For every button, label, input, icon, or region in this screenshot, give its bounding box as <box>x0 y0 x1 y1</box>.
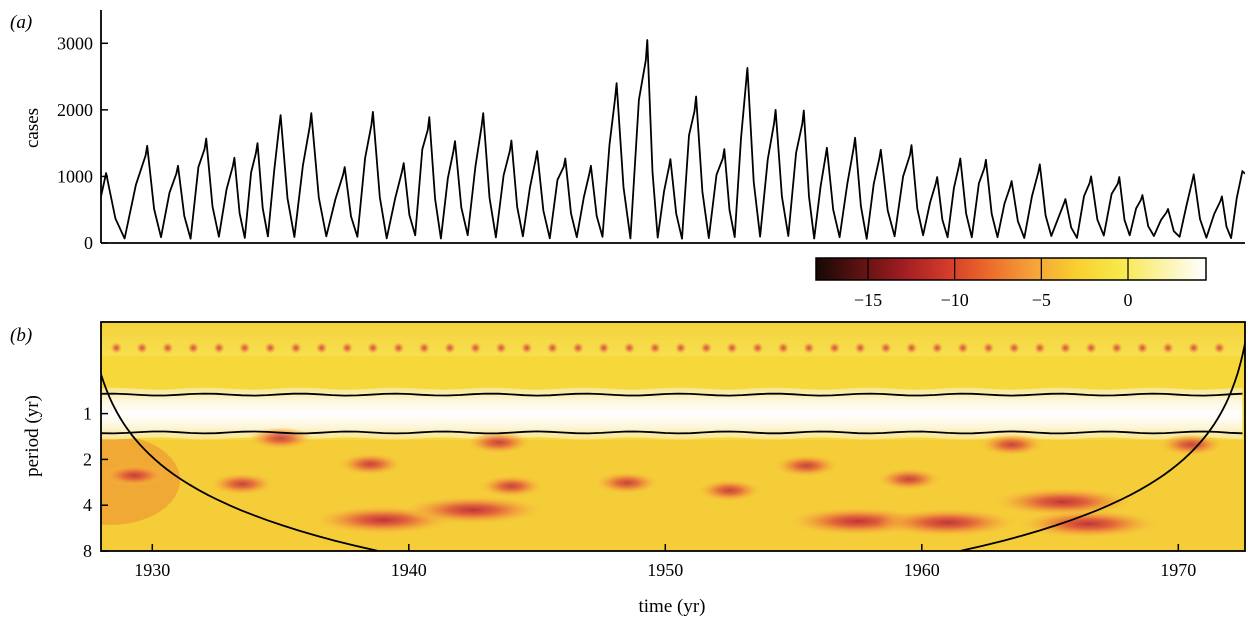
significance-contour-lower <box>101 430 1243 435</box>
panel-b-ytick-label: 1 <box>83 404 92 424</box>
low-power-spot <box>466 431 531 454</box>
low-power-spot <box>594 471 659 494</box>
panel-b-axes: 1 2 4 8 1930 1940 1950 1960 1970 <box>83 404 1196 580</box>
high-frequency-spot <box>777 341 790 354</box>
high-frequency-spot <box>1085 341 1098 354</box>
high-frequency-spot <box>854 341 867 354</box>
wavelet-heatmap <box>101 322 1245 551</box>
high-frequency-spot <box>751 341 764 354</box>
high-frequency-spot <box>264 341 277 354</box>
high-frequency-spot <box>136 341 149 354</box>
colorbar-tick-label: 0 <box>1124 290 1133 310</box>
high-frequency-spot <box>956 341 969 354</box>
high-frequency-spots <box>110 341 1226 354</box>
panel-a-ytick-label: 1000 <box>57 166 93 186</box>
high-frequency-spot <box>520 341 533 354</box>
high-frequency-spot <box>161 341 174 354</box>
high-frequency-spot <box>1008 341 1021 354</box>
low-power-spots <box>102 427 1224 538</box>
panel-a-label: (a) <box>10 12 32 33</box>
panel-b-frame <box>100 321 1246 552</box>
annual-power-band <box>101 387 1243 440</box>
low-power-spot <box>479 475 544 498</box>
low-power-spot <box>697 479 762 502</box>
panel-b-label: (b) <box>10 325 32 346</box>
high-frequency-spot <box>315 341 328 354</box>
high-frequency-spot <box>110 341 123 354</box>
low-power-spot <box>102 464 167 487</box>
colorbar-tick-label: −5 <box>1032 290 1051 310</box>
high-frequency-spot <box>1213 341 1226 354</box>
high-frequency-spot <box>572 341 585 354</box>
high-frequency-spot <box>341 341 354 354</box>
high-frequency-spot <box>1162 341 1175 354</box>
panel-a-axes: 0 1000 2000 3000 <box>57 10 1245 253</box>
high-frequency-spot <box>879 341 892 354</box>
significance-contour-upper <box>101 392 1243 397</box>
low-power-spot <box>876 468 941 491</box>
panel-b-xtick-label: 1950 <box>647 560 683 580</box>
high-frequency-spot <box>674 341 687 354</box>
panel-b-xtick-label: 1930 <box>134 560 170 580</box>
high-frequency-spot <box>828 341 841 354</box>
high-frequency-spot <box>725 341 738 354</box>
colorbar <box>815 257 1207 281</box>
high-frequency-spot <box>802 341 815 354</box>
low-power-spot <box>774 454 839 477</box>
high-frequency-spot <box>546 341 559 354</box>
panel-a-ylabel: cases <box>22 108 43 148</box>
high-frequency-spot <box>1136 341 1149 354</box>
low-power-spot <box>877 508 1018 537</box>
high-frequency-spot <box>1187 341 1200 354</box>
panel-a-ytick-label: 0 <box>84 233 93 253</box>
panel-a-ytick-label: 3000 <box>57 33 93 53</box>
low-power-spot <box>992 487 1133 516</box>
high-frequency-spot <box>469 341 482 354</box>
high-frequency-spot <box>238 341 251 354</box>
high-frequency-spot <box>700 341 713 354</box>
panel-b-xlabel: time (yr) <box>638 596 705 617</box>
colorbar-ticks: −15 −10 −5 0 <box>854 258 1133 310</box>
high-frequency-spot <box>366 341 379 354</box>
high-frequency-spot <box>289 341 302 354</box>
panel-b-ylabel: period (yr) <box>22 395 43 477</box>
panel-b-ytick-label: 2 <box>83 449 92 469</box>
high-frequency-spot <box>623 341 636 354</box>
high-frequency-spot <box>1059 341 1072 354</box>
high-frequency-spot <box>649 341 662 354</box>
high-frequency-spot <box>495 341 508 354</box>
low-power-spot <box>402 495 543 524</box>
low-power-spot <box>248 427 313 450</box>
high-frequency-spot <box>443 341 456 354</box>
panel-b-xtick-label: 1940 <box>391 560 427 580</box>
high-frequency-spot <box>1033 341 1046 354</box>
high-frequency-spot <box>392 341 405 354</box>
high-frequency-spot <box>982 341 995 354</box>
panel-b-xtick-label: 1960 <box>904 560 940 580</box>
high-frequency-spot <box>905 341 918 354</box>
high-frequency-spot <box>418 341 431 354</box>
low-power-spot <box>1018 509 1159 538</box>
high-frequency-spot <box>931 341 944 354</box>
cone-of-influence-right <box>960 338 1245 551</box>
low-power-spot <box>979 433 1044 456</box>
panel-b-ytick-label: 8 <box>83 541 92 561</box>
low-power-spot <box>210 472 275 495</box>
cone-of-influence-left <box>101 371 378 551</box>
panel-a-series-line <box>101 39 1245 240</box>
low-power-spot <box>1159 433 1224 456</box>
panel-b-ytick-label: 4 <box>83 495 92 515</box>
high-frequency-spot <box>597 341 610 354</box>
low-power-spot <box>338 453 403 476</box>
colorbar-tick-label: −15 <box>854 290 882 310</box>
panel-b-xtick-label: 1970 <box>1160 560 1196 580</box>
panel-a-ytick-label: 2000 <box>57 100 93 120</box>
high-frequency-spot <box>187 341 200 354</box>
high-frequency-spot <box>212 341 225 354</box>
colorbar-tick-label: −10 <box>941 290 969 310</box>
high-frequency-spot <box>1110 341 1123 354</box>
